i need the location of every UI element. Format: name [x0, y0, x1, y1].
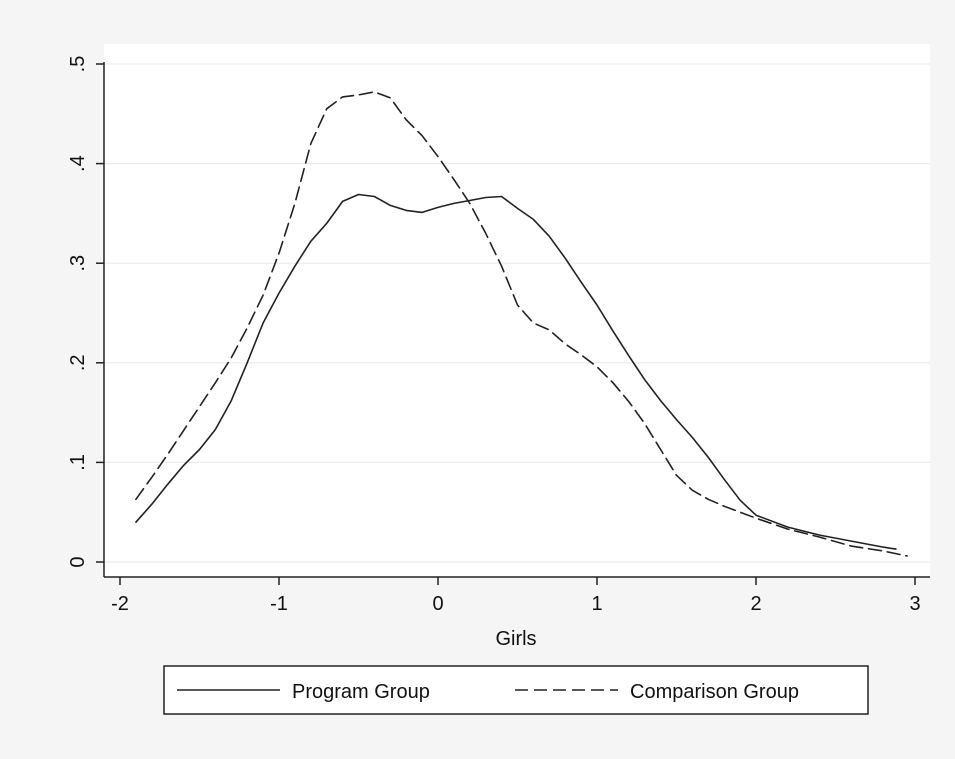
y-tick-label-1: .1: [67, 454, 89, 471]
y-tick-label-0: 0: [67, 556, 89, 567]
x-tick-label-2: 0: [432, 593, 443, 615]
legend-label-program-group: Program Group: [292, 681, 430, 703]
plot-area: [104, 44, 930, 577]
y-tick-label-2: .2: [67, 354, 89, 371]
x-tick-label-0: -2: [111, 593, 129, 615]
x-tick-label-4: 2: [750, 593, 761, 615]
axis-layer: 0 .1 .2 .3 .4 .5 -2 -1 0 1 2 3: [67, 56, 930, 615]
legend-label-comparison-group: Comparison Group: [630, 681, 799, 703]
series-layer: [135, 91, 908, 557]
grid-layer: [104, 63, 930, 563]
x-tick-label-1: -1: [270, 593, 288, 615]
x-tick-label-3: 1: [591, 593, 602, 615]
legend: Program Group Comparison Group: [163, 665, 869, 715]
y-tick-label-4: .4: [67, 155, 89, 172]
x-axis-title: Girls: [495, 628, 536, 650]
series-line-comparison-group: [135, 91, 908, 557]
series-line-program-group: [135, 193, 897, 550]
y-tick-label-5: .5: [67, 56, 89, 73]
x-tick-label-5: 3: [909, 593, 920, 615]
y-tick-label-3: .3: [67, 255, 89, 272]
